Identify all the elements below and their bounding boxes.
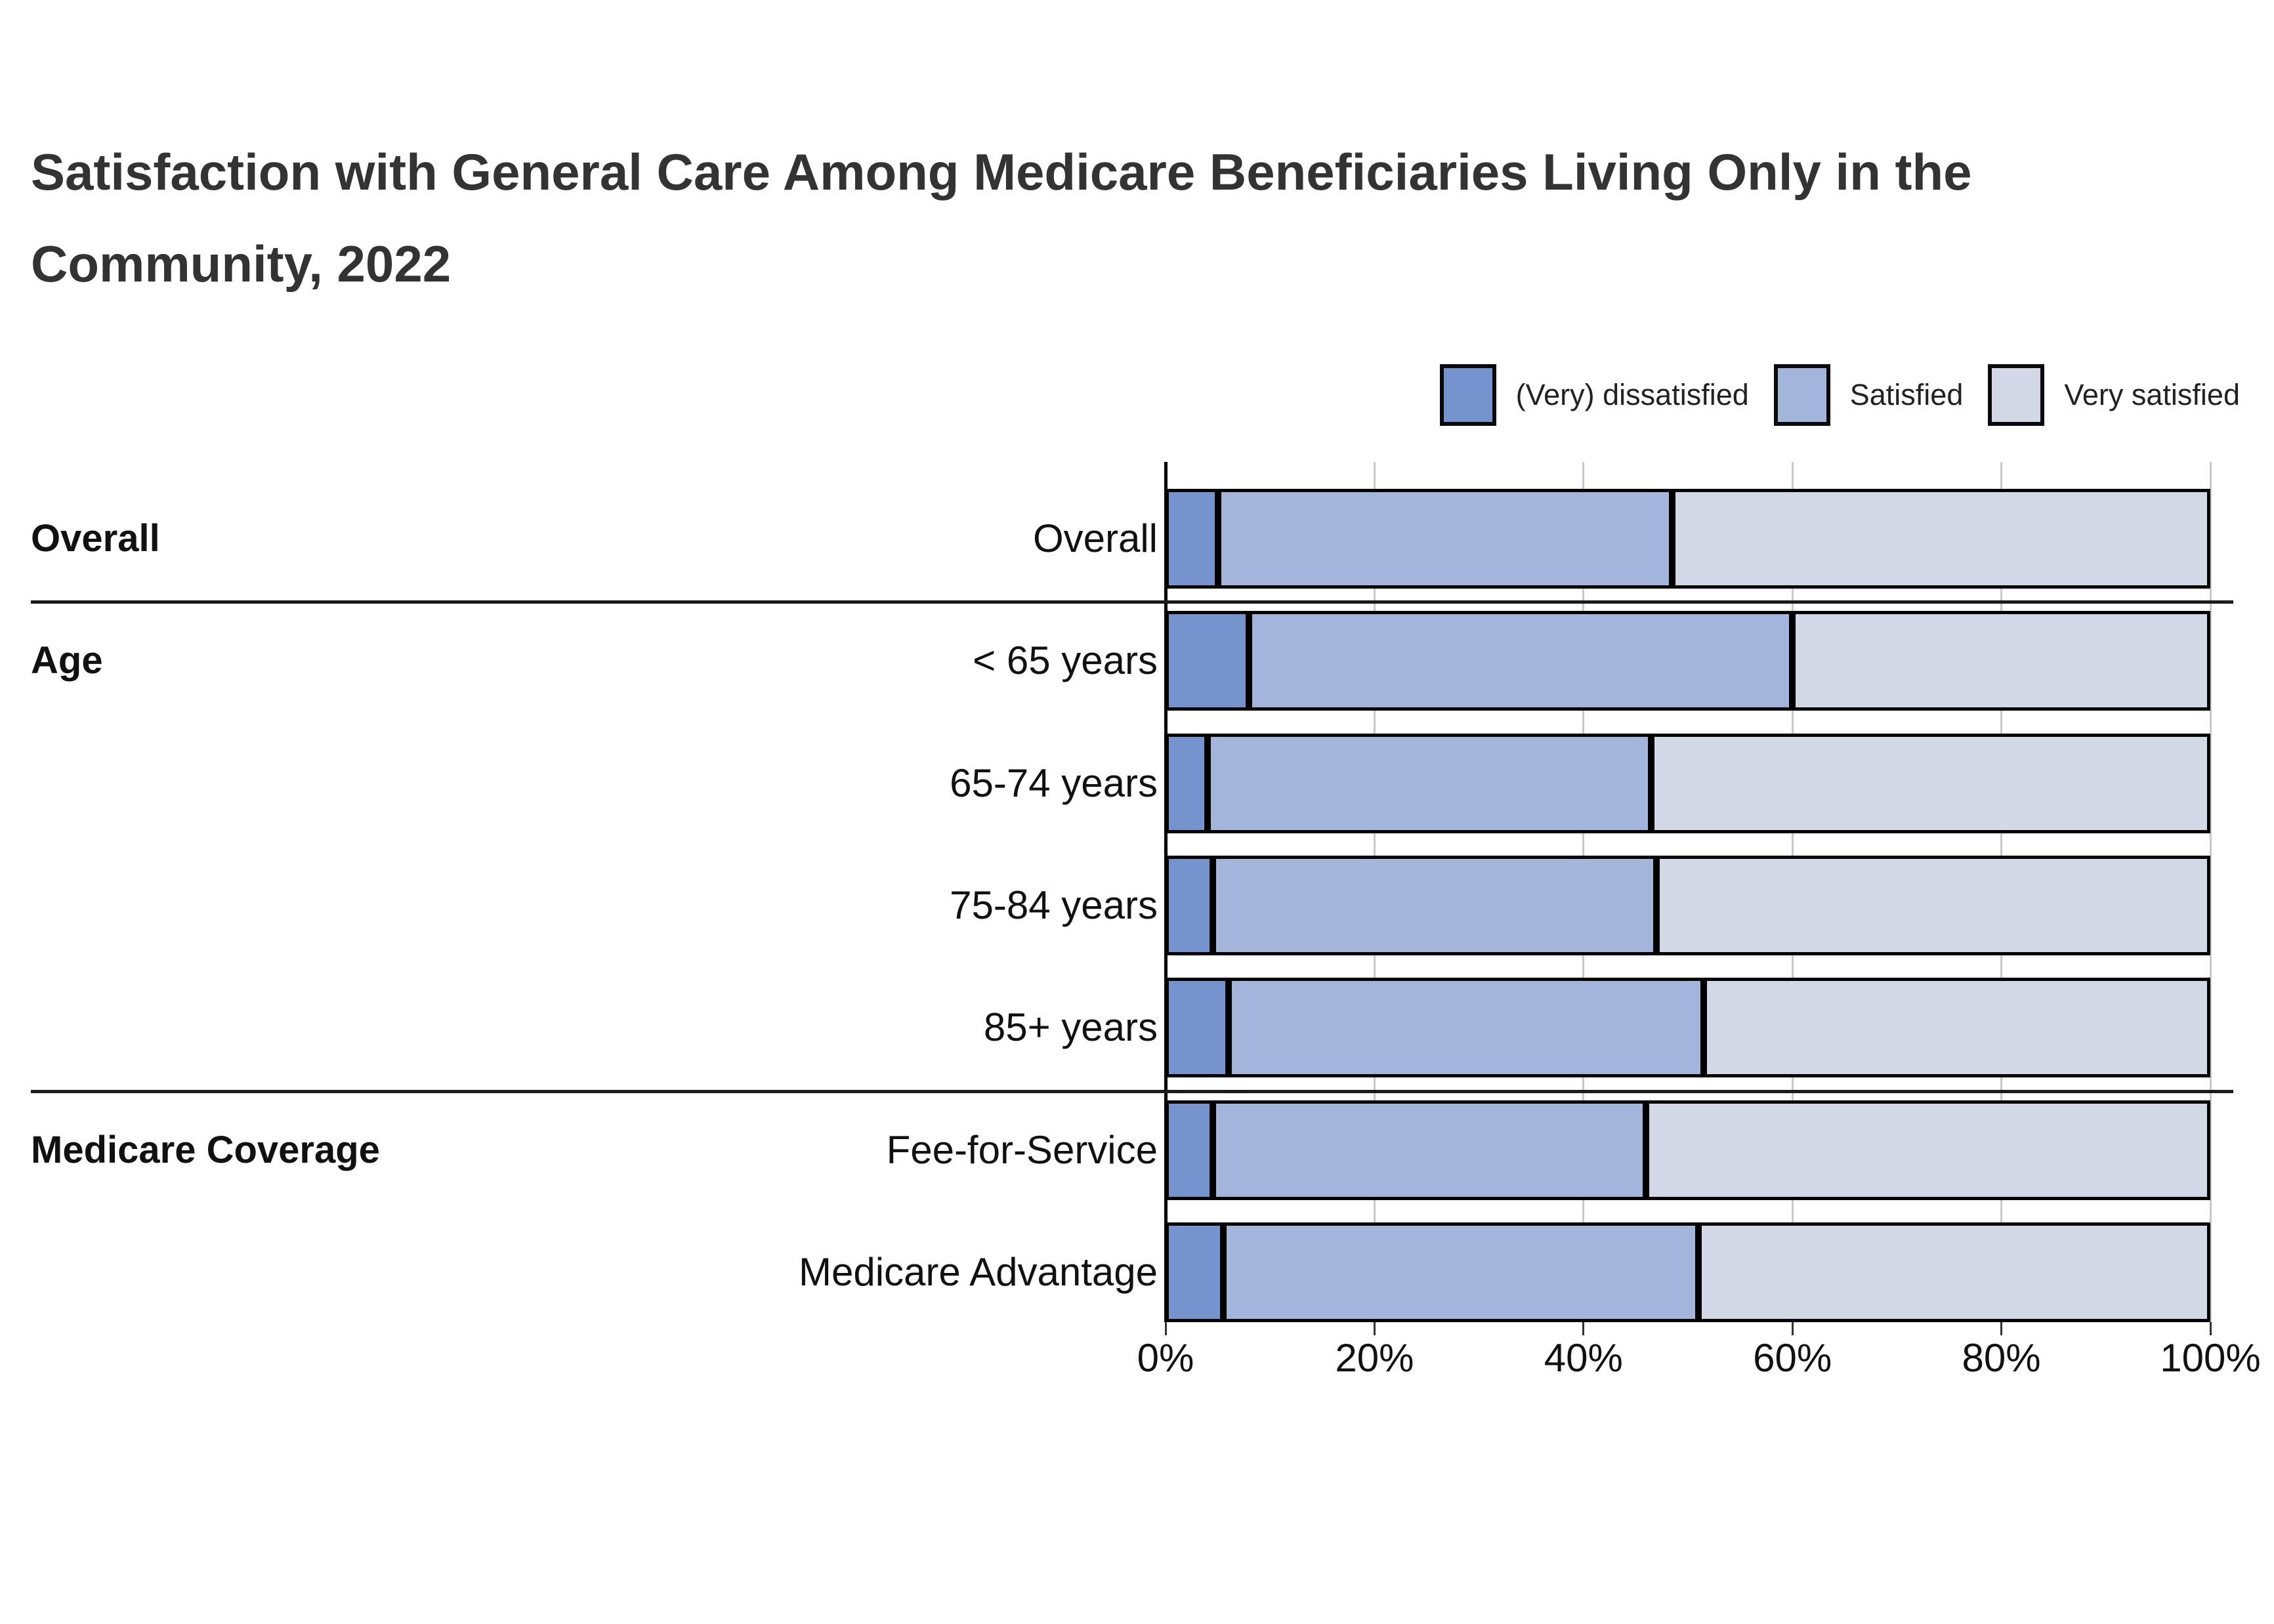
bar-segment [1212,1100,1647,1200]
bar-segment [1166,611,1250,711]
bar-segment [1646,1100,2210,1200]
bar-segment [1792,611,2210,711]
bar-segment [1217,489,1673,589]
bar-segment [1651,734,2210,833]
x-axis-tick-label: 20% [1335,1336,1414,1380]
bar-segment [1672,489,2210,589]
x-axis-tick [2209,1322,2212,1335]
bar-row [1166,856,2210,955]
bar-row [1166,611,2210,711]
row-label: Medicare Advantage [798,1250,1158,1294]
x-axis-tick-label: 40% [1544,1336,1623,1380]
legend-swatch-icon [1439,364,1496,426]
gridline [2209,462,2212,1322]
bar-segment [1166,489,1218,589]
bar-segment [1212,856,1657,955]
x-axis-tick-label: 80% [1962,1336,2041,1380]
bar-row [1166,978,2210,1077]
x-axis-tick [1373,1322,1376,1335]
row-label: 75-84 years [950,883,1158,927]
legend-label: (Very) dissatisfied [1515,378,1749,411]
x-axis-tick [1791,1322,1794,1335]
legend-label: Very satisfied [2064,378,2240,411]
bar-segment [1166,856,1213,955]
legend-swatch-icon [1988,364,2045,426]
bar-segment [1166,978,1229,1077]
bar-segment [1207,734,1652,833]
bar-row [1166,1222,2210,1322]
chart-title-line-2: Community, 2022 [31,235,452,293]
x-axis-tick [1164,1322,1167,1335]
bar-segment [1166,1100,1213,1200]
row-label: 65-74 years [950,761,1158,805]
bar-segment [1698,1222,2210,1322]
group-label: Medicare Coverage [31,1129,380,1171]
legend-item: Satisfied [1773,364,1964,426]
x-axis-tick-label: 100% [2160,1336,2261,1380]
x-axis-tick-label: 60% [1753,1336,1832,1380]
chart-title-line-1: Satisfaction with General Care Among Med… [31,143,1972,201]
row-label: 85+ years [983,1005,1158,1049]
section-divider [31,600,2233,604]
x-axis-tick-label: 0% [1137,1336,1194,1380]
bar-segment [1223,1222,1698,1322]
group-label: Age [31,639,103,682]
row-label: Overall [1032,516,1158,560]
legend-label: Satisfied [1849,378,1964,411]
bar-segment [1228,978,1704,1077]
group-label: Overall [31,517,160,560]
x-axis-tick [2000,1322,2003,1335]
bar-segment [1703,978,2210,1077]
bar-segment [1249,611,1793,711]
x-axis-tick [1582,1322,1585,1335]
legend-item: Very satisfied [1988,364,2240,426]
section-divider [31,1090,2233,1093]
legend-swatch-icon [1773,364,1830,426]
bar-row [1166,734,2210,833]
row-label: Fee-for-Service [886,1128,1158,1172]
bar-row [1166,489,2210,589]
bar-segment [1166,1222,1223,1322]
row-label: < 65 years [973,638,1158,682]
legend-item: (Very) dissatisfied [1439,364,1749,426]
bar-segment [1656,856,2210,955]
chart-title: Satisfaction with General Care Among Med… [31,126,1972,310]
bar-segment [1166,734,1208,833]
bar-row [1166,1100,2210,1200]
legend: (Very) dissatisfied Satisfied Very satisfi… [1439,362,2240,428]
